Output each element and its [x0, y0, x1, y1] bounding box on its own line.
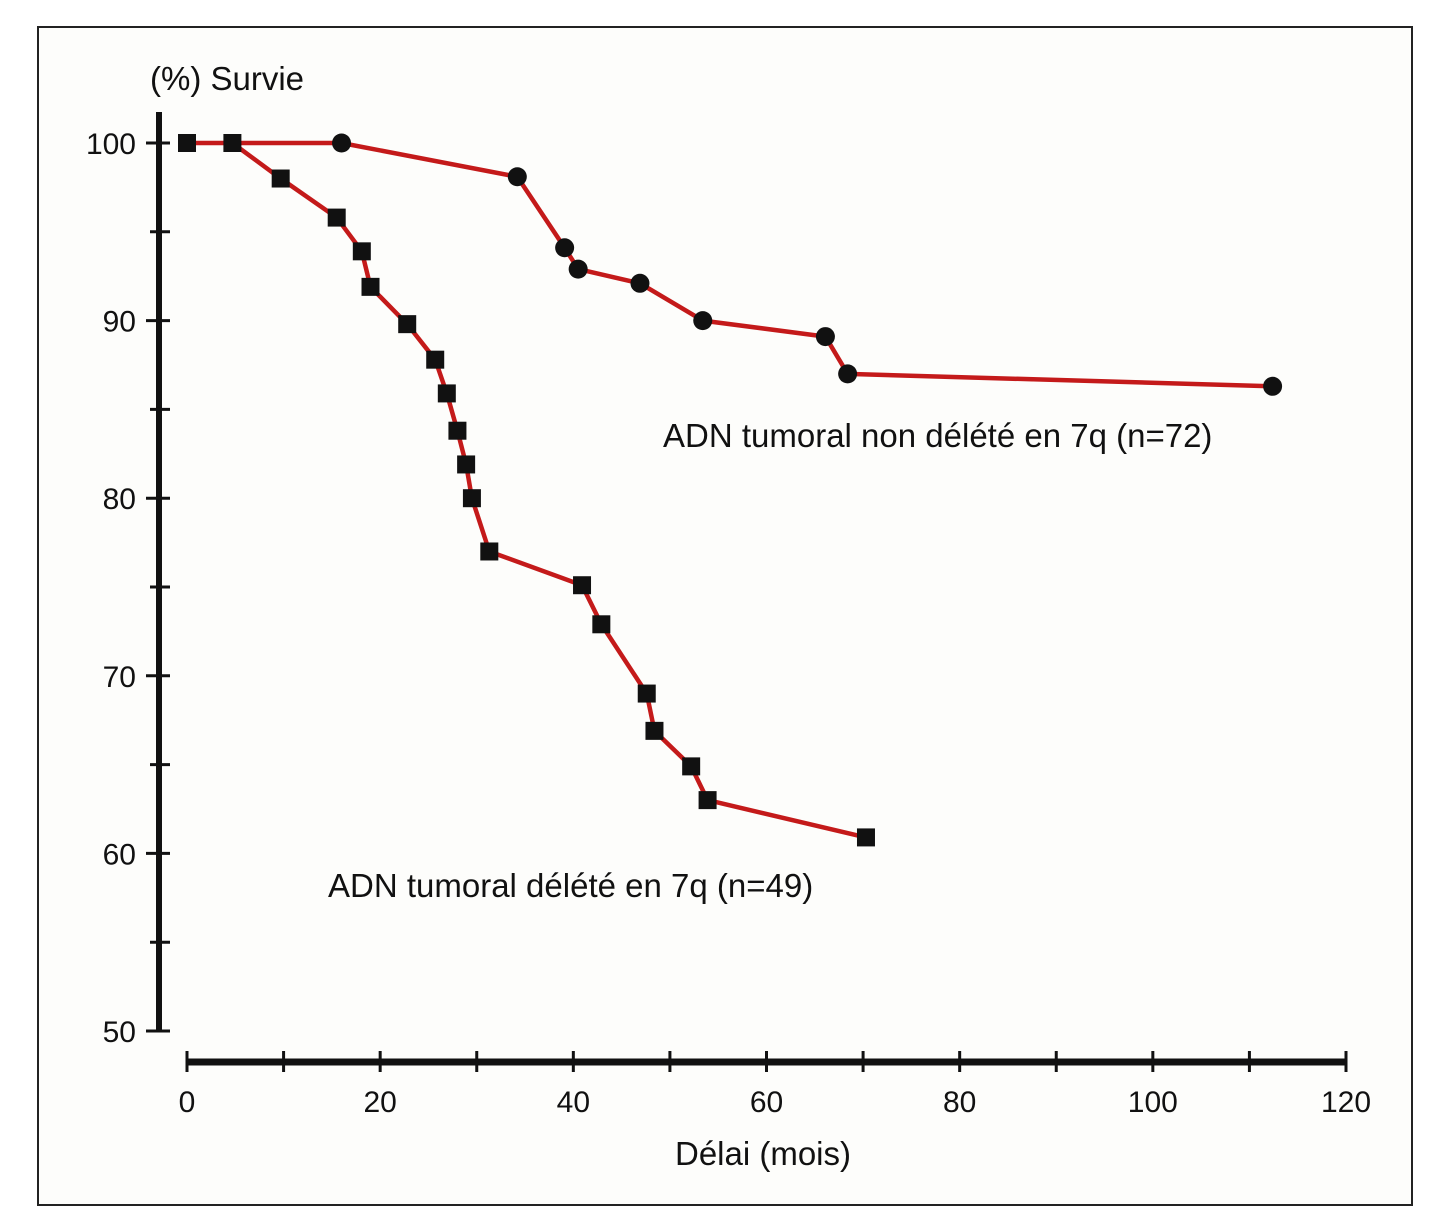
- x-tick-label: 100: [1128, 1086, 1178, 1119]
- square-marker: [856, 828, 875, 847]
- x-tick-label: 40: [557, 1086, 590, 1119]
- square-marker: [448, 421, 467, 440]
- circle-marker: [630, 273, 650, 293]
- x-tick-label: 80: [943, 1086, 976, 1119]
- x-tick-label: 120: [1321, 1086, 1371, 1119]
- x-tick-label: 60: [750, 1086, 783, 1119]
- series-label-deleted: ADN tumoral délété en 7q (n=49): [328, 867, 813, 904]
- y-axis-label: (%) Survie: [150, 60, 304, 97]
- circle-marker: [568, 259, 588, 279]
- circle-marker: [507, 167, 527, 187]
- square-marker: [327, 208, 346, 227]
- square-marker: [437, 384, 456, 403]
- square-marker: [223, 134, 242, 152]
- circle-marker: [332, 133, 352, 153]
- series-label-non-deleted: ADN tumoral non délété en 7q (n=72): [663, 417, 1212, 454]
- circle-marker: [815, 327, 835, 347]
- square-marker: [462, 489, 481, 508]
- square-marker: [457, 455, 476, 474]
- y-tick-label: 50: [103, 1016, 136, 1049]
- x-tick-label: 20: [363, 1086, 396, 1119]
- y-tick-label: 90: [103, 306, 136, 339]
- square-marker: [698, 791, 717, 810]
- square-marker: [398, 315, 417, 334]
- series-line-deleted: [187, 140, 867, 840]
- chart-frame: [37, 26, 1413, 1206]
- square-marker: [271, 169, 290, 188]
- square-marker: [682, 757, 701, 776]
- square-marker: [361, 277, 380, 296]
- y-tick-label: 70: [103, 661, 136, 694]
- circle-marker: [693, 311, 713, 331]
- square-marker: [645, 721, 664, 740]
- x-tick-label: 0: [179, 1086, 196, 1119]
- square-marker: [480, 542, 499, 561]
- square-marker: [178, 134, 196, 152]
- square-marker: [573, 576, 592, 595]
- square-marker: [637, 684, 656, 703]
- y-tick-label: 80: [103, 483, 136, 516]
- circle-marker: [555, 238, 575, 258]
- x-axis-label: Délai (mois): [675, 1135, 851, 1172]
- square-marker: [592, 615, 611, 634]
- square-marker: [352, 242, 371, 261]
- square-marker: [426, 350, 445, 369]
- circle-marker: [1263, 376, 1283, 396]
- circle-marker: [838, 364, 858, 384]
- series-line-non-deleted: [232, 140, 1273, 389]
- y-tick-label: 100: [86, 128, 136, 161]
- y-tick-label: 60: [103, 838, 136, 871]
